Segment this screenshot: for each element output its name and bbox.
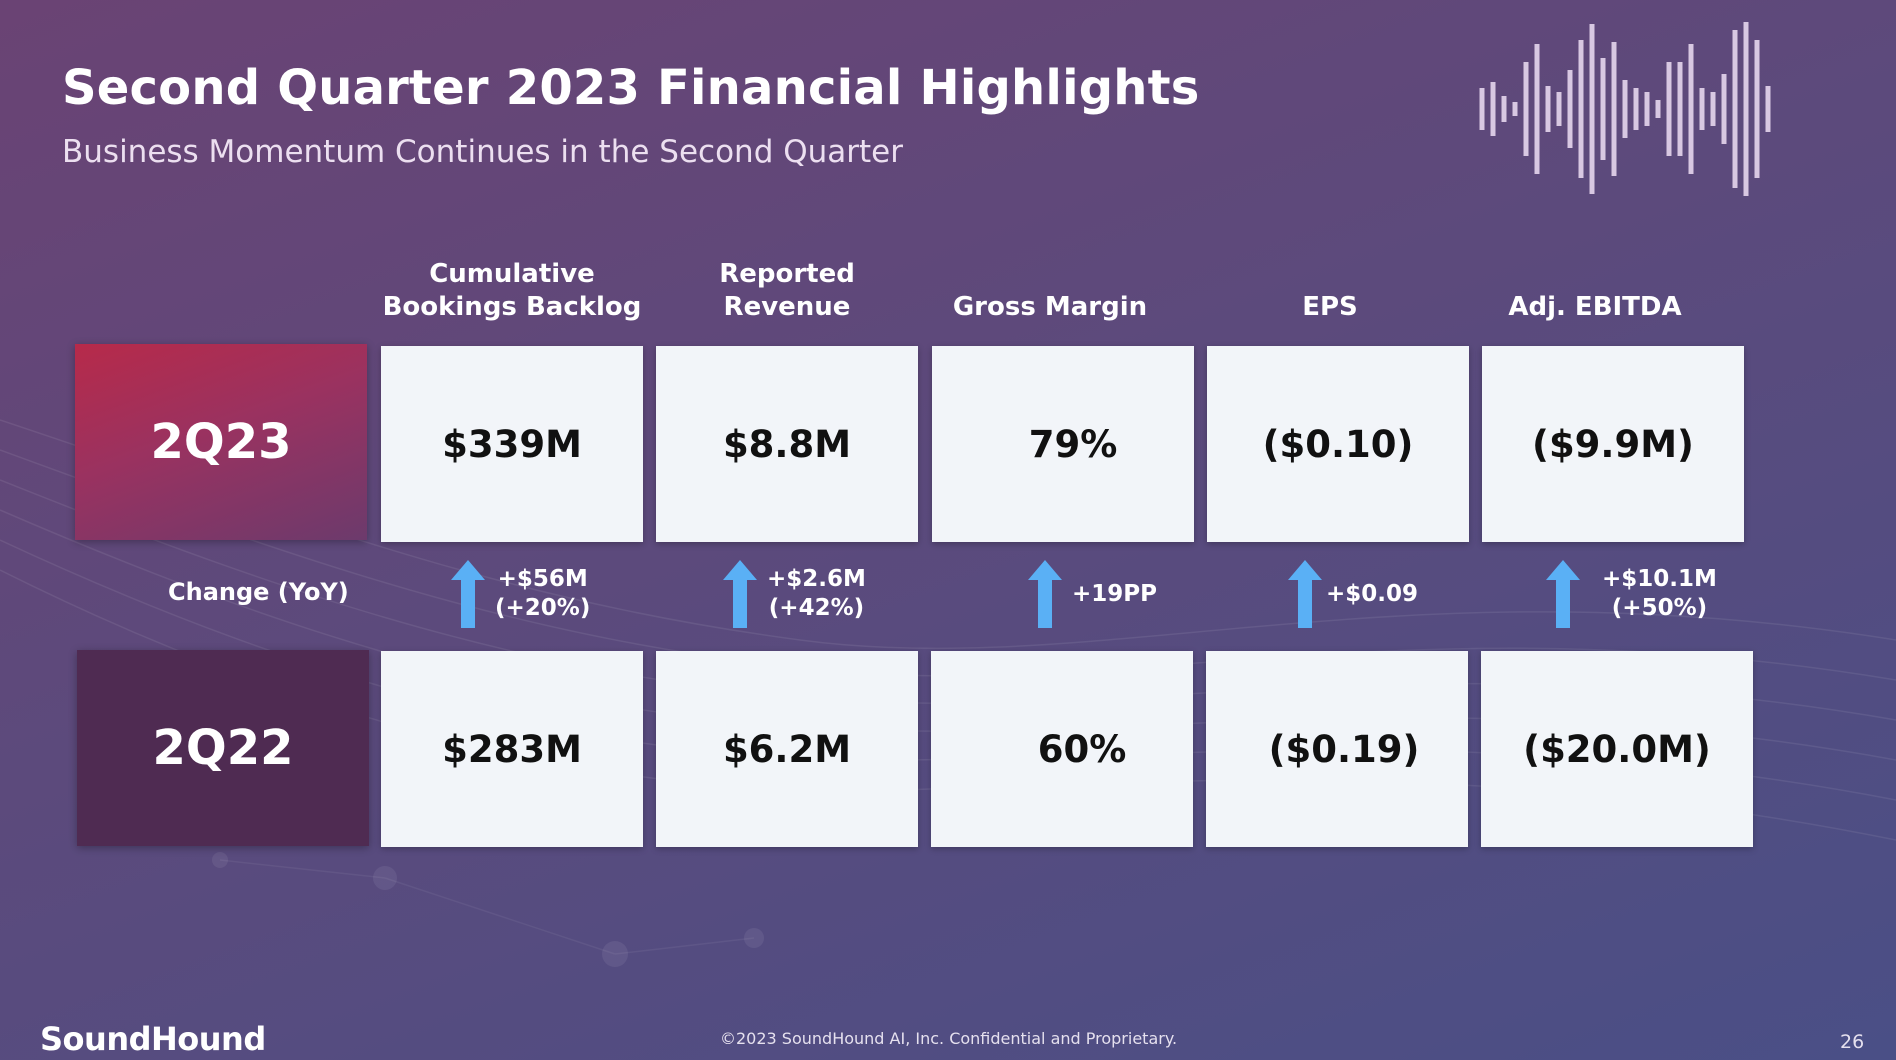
column-header-line: Cumulative: [429, 259, 595, 289]
change-adj-ebitda: +$10.1M (+50%): [1546, 560, 1717, 628]
column-header-bookings-backlog: Cumulative Bookings Backlog: [377, 254, 647, 324]
change-amount: +19PP: [1072, 580, 1157, 607]
sound-wave-icon: [1479, 22, 1771, 196]
value-cell-prior-eps: ($0.19): [1206, 651, 1468, 847]
change-amount: +$2.6M: [767, 566, 866, 592]
value-cell-current-bookings-backlog: $339M: [381, 346, 643, 542]
column-header-line: Gross Margin: [952, 292, 1148, 322]
change-amount: +$0.09: [1326, 580, 1419, 607]
value-cell-current-adj-ebitda: ($9.9M): [1482, 346, 1744, 542]
value-cell-current-eps: ($0.10): [1207, 346, 1469, 542]
change-amount: +$56M: [497, 566, 588, 592]
column-header-eps: EPS: [1195, 254, 1465, 324]
column-header-line: Reported: [719, 259, 855, 289]
column-header-line: Bookings Backlog: [382, 292, 642, 322]
up-arrow-icon: [451, 560, 485, 628]
up-arrow-icon: [723, 560, 757, 628]
value-cell-prior-gross-margin: 60%: [931, 651, 1193, 847]
slide-title: Second Quarter 2023 Financial Highlights: [62, 60, 1200, 116]
up-arrow-icon: [1288, 560, 1322, 628]
up-arrow-icon: [1546, 560, 1580, 628]
column-header-line: EPS: [1302, 292, 1358, 322]
page-number: 26: [1840, 1031, 1865, 1053]
column-header-reported-revenue: Reported Revenue: [652, 254, 922, 324]
change-amount: +$10.1M: [1602, 566, 1717, 592]
row-label-prior-quarter: 2Q22: [77, 650, 369, 846]
column-header-gross-margin: Gross Margin: [915, 254, 1185, 324]
slide-subtitle: Business Momentum Continues in the Secon…: [62, 134, 903, 170]
change-reported-revenue: +$2.6M (+42%): [723, 560, 866, 628]
column-header-line: Adj. EBITDA: [1508, 292, 1682, 322]
copyright-notice: ©2023 SoundHound AI, Inc. Confidential a…: [720, 1029, 1178, 1048]
change-percent: (+20%): [495, 595, 591, 621]
change-bookings-backlog: +$56M (+20%): [451, 560, 590, 628]
column-header-line: Revenue: [723, 292, 851, 322]
value-cell-prior-adj-ebitda: ($20.0M): [1481, 651, 1753, 847]
value-cell-current-gross-margin: 79%: [932, 346, 1194, 542]
column-header-adj-ebitda: Adj. EBITDA: [1460, 254, 1730, 324]
value-cell-current-revenue: $8.8M: [656, 346, 918, 542]
change-row-label: Change (YoY): [168, 578, 349, 606]
soundhound-logo: SoundHound: [40, 1020, 266, 1058]
up-arrow-icon: [1028, 560, 1062, 628]
change-gross-margin: +19PP: [1028, 560, 1157, 628]
value-cell-prior-revenue: $6.2M: [656, 651, 918, 847]
value-cell-prior-bookings-backlog: $283M: [381, 651, 643, 847]
change-eps: +$0.09: [1288, 560, 1418, 628]
change-percent: (+42%): [768, 595, 865, 621]
change-percent: (+50%): [1611, 595, 1708, 621]
row-label-current-quarter: 2Q23: [75, 344, 367, 540]
